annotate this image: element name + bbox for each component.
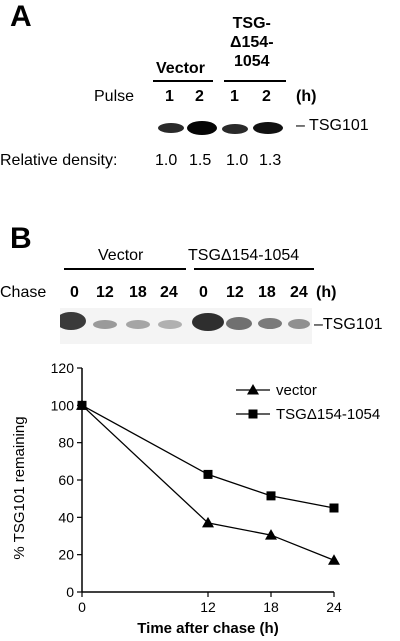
density-value: 1.3 bbox=[259, 152, 282, 169]
lane-label: 0 bbox=[70, 284, 79, 301]
blot-band bbox=[226, 317, 252, 330]
data-point-0 bbox=[202, 516, 214, 528]
blot-band bbox=[60, 312, 86, 330]
blot-band bbox=[288, 319, 310, 329]
decay-line-chart: 0 20 40 60 80 100 120 0 12 18 24 vector TSGΔ154-105… bbox=[11, 360, 380, 637]
chart-legend: vector TSGΔ154-1054 bbox=[236, 382, 380, 423]
chase-label: Chase bbox=[0, 284, 47, 301]
group-label-tsg-line-1: TSG- bbox=[232, 15, 271, 32]
legend-marker-1 bbox=[248, 409, 258, 419]
lane-label: 0 bbox=[199, 284, 208, 301]
lane-label: 18 bbox=[129, 284, 147, 301]
x-tick-label: 0 bbox=[78, 599, 86, 615]
group-underline-vector bbox=[153, 80, 213, 82]
lane-label: 12 bbox=[96, 284, 114, 301]
western-blot-b bbox=[60, 308, 312, 344]
y-tick-label: 80 bbox=[58, 435, 74, 451]
blot-band bbox=[192, 313, 224, 331]
blot-band bbox=[258, 318, 282, 329]
panel-b-letter: B bbox=[10, 222, 32, 255]
lane-label: 24 bbox=[290, 284, 308, 301]
group-label-vector-b: Vector bbox=[98, 247, 144, 264]
unit-label: (h) bbox=[296, 88, 317, 105]
chart-series bbox=[76, 399, 340, 565]
blot-band bbox=[187, 121, 217, 135]
legend-label-1: TSGΔ154-1054 bbox=[276, 406, 380, 423]
group-label-tsg: TSG- Δ154- 1054 bbox=[230, 14, 274, 71]
data-point-0 bbox=[265, 529, 277, 540]
band-label-b: –TSG101 bbox=[314, 316, 383, 333]
data-point-1 bbox=[329, 503, 339, 513]
blot-band bbox=[93, 320, 117, 329]
series-line-0 bbox=[81, 404, 335, 561]
data-point-0 bbox=[328, 554, 340, 565]
chart-axes: 0 20 40 60 80 100 120 0 12 18 24 bbox=[51, 360, 342, 615]
lane-label: 2 bbox=[262, 88, 271, 105]
relative-density-label: Relative density: bbox=[0, 152, 118, 169]
legend-marker-0 bbox=[247, 384, 259, 395]
blot-band bbox=[253, 122, 283, 134]
y-tick-label: 0 bbox=[66, 584, 74, 600]
x-tick-label: 24 bbox=[326, 599, 342, 615]
western-blot-a bbox=[150, 112, 290, 146]
y-axis-label: % TSG101 remaining bbox=[11, 416, 28, 559]
pulse-label: Pulse bbox=[94, 88, 135, 105]
group-label-tsg-line-2: Δ154- bbox=[230, 34, 274, 51]
legend-label-0: vector bbox=[276, 382, 317, 399]
x-axis-label: Time after chase (h) bbox=[137, 620, 278, 637]
blot-band bbox=[158, 123, 184, 133]
y-tick-label: 40 bbox=[58, 509, 74, 525]
unit-label-b: (h) bbox=[316, 284, 337, 301]
series-line-1 bbox=[81, 404, 335, 509]
lane-label: 1 bbox=[165, 88, 174, 105]
density-value: 1.0 bbox=[155, 152, 178, 169]
band-label-a: – TSG101 bbox=[296, 117, 369, 134]
lane-label: 1 bbox=[230, 88, 239, 105]
x-tick-label: 12 bbox=[200, 599, 216, 615]
data-point-1 bbox=[203, 469, 213, 479]
group-underline-tsg-b bbox=[194, 268, 314, 270]
y-tick-label: 120 bbox=[51, 360, 75, 376]
blot-band bbox=[126, 320, 150, 329]
density-value: 1.5 bbox=[189, 152, 212, 169]
lane-label: 2 bbox=[195, 88, 204, 105]
panel-a-letter: A bbox=[10, 0, 32, 33]
y-tick-label: 60 bbox=[58, 472, 74, 488]
density-value: 1.0 bbox=[226, 152, 249, 169]
group-underline-vector-b bbox=[64, 268, 186, 270]
y-tick-label: 20 bbox=[58, 547, 74, 563]
lane-label: 12 bbox=[226, 284, 244, 301]
data-point-1 bbox=[266, 491, 276, 501]
group-label-vector: Vector bbox=[156, 60, 205, 77]
blot-band bbox=[222, 124, 248, 134]
group-label-tsg-b: TSGΔ154-1054 bbox=[188, 247, 300, 264]
group-underline-tsg bbox=[224, 80, 286, 82]
blot-band bbox=[158, 320, 182, 329]
lane-label: 18 bbox=[258, 284, 276, 301]
y-tick-label: 100 bbox=[51, 397, 75, 413]
group-label-tsg-line-3: 1054 bbox=[233, 53, 270, 70]
lane-label: 24 bbox=[160, 284, 178, 301]
data-point-1 bbox=[77, 400, 87, 410]
x-tick-label: 18 bbox=[263, 599, 279, 615]
